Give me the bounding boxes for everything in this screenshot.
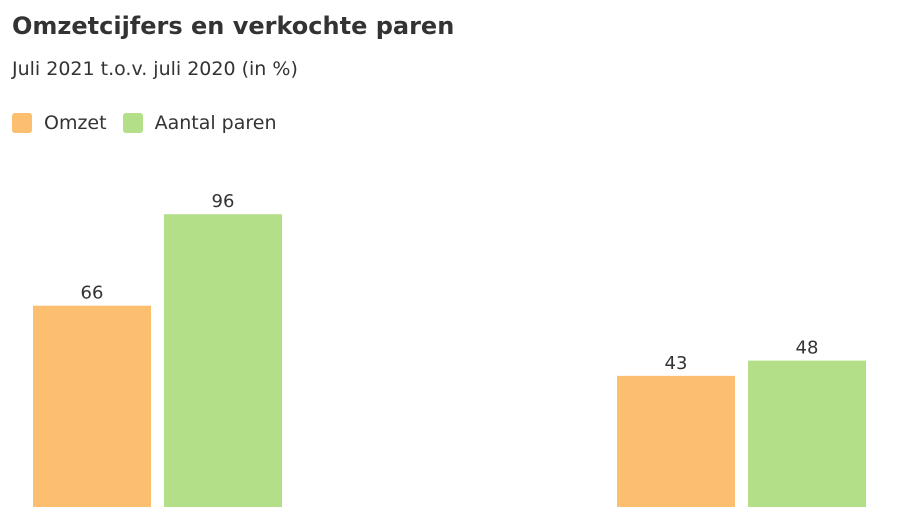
legend: Omzet Aantal paren (12, 112, 293, 134)
legend-swatch-omzet (12, 113, 32, 133)
legend-item-aantal-paren: Aantal paren (122, 112, 277, 134)
legend-item-omzet: Omzet (12, 112, 107, 134)
chart-title: Omzetcijfers en verkochte paren (12, 12, 455, 40)
bar-omzet-2 (617, 375, 735, 507)
data-label-omzet-1: 66 (81, 283, 104, 304)
legend-label-omzet: Omzet (44, 112, 107, 134)
chart-subtitle: Juli 2021 t.o.v. juli 2020 (in %) (12, 58, 298, 80)
bar-aantal-paren-2 (748, 360, 866, 507)
bar-aantal-paren-1 (164, 214, 282, 507)
data-label-aantal-paren-1: 96 (212, 191, 235, 212)
legend-swatch-aantal-paren (122, 113, 143, 133)
legend-label-aantal-paren: Aantal paren (154, 112, 277, 134)
data-label-aantal-paren-2: 48 (796, 338, 819, 359)
bar-omzet-1 (33, 305, 151, 507)
data-label-omzet-2: 43 (665, 353, 688, 374)
